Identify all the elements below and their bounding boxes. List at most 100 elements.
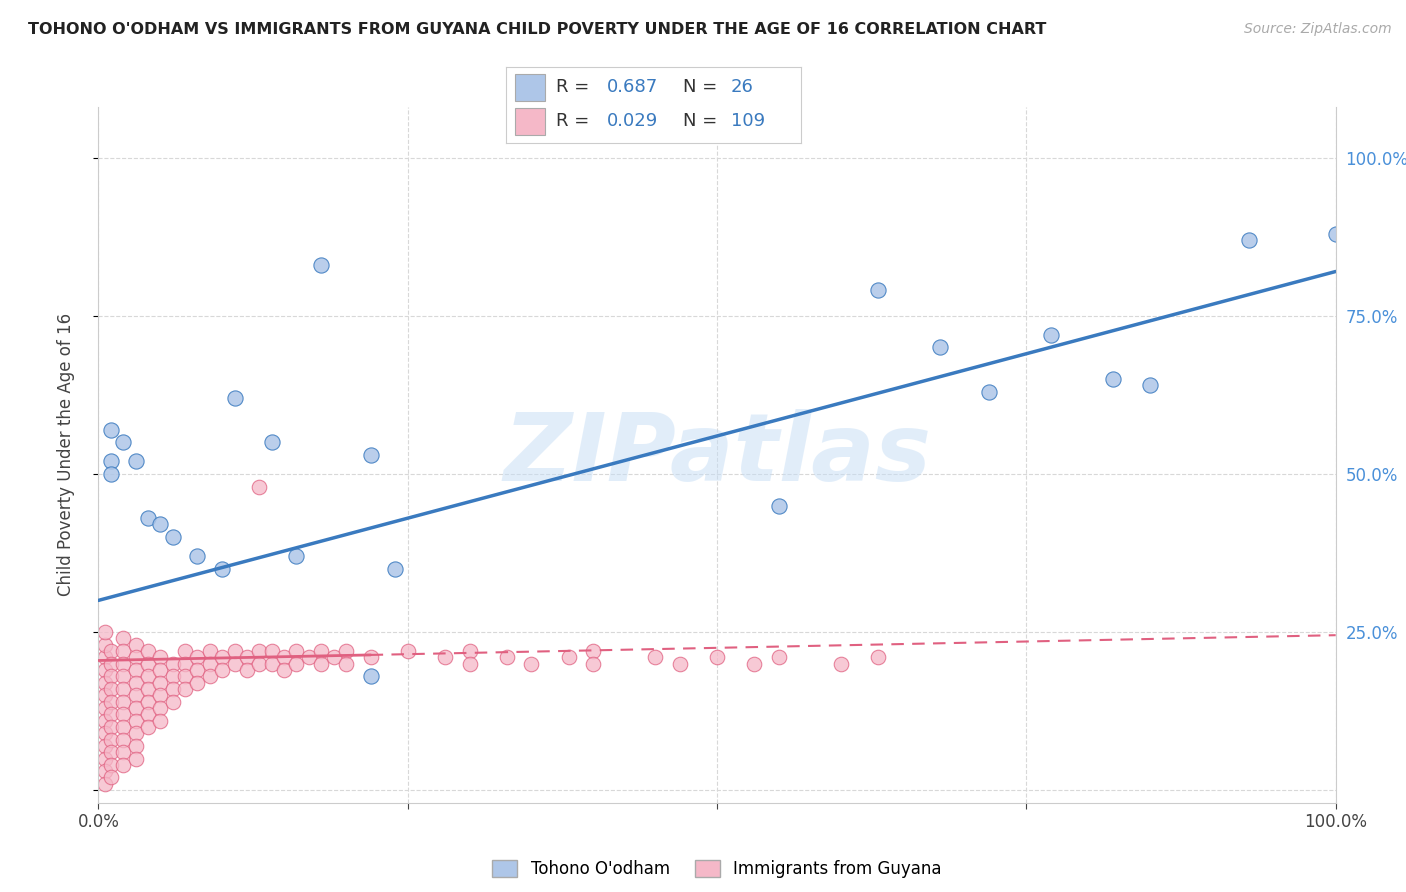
Point [742, 657, 765, 671]
Point [236, 663, 259, 677]
Point [433, 650, 456, 665]
Point [236, 650, 259, 665]
Point [124, 650, 146, 665]
Point [979, 384, 1001, 399]
Point [198, 644, 221, 658]
Point [198, 669, 221, 683]
Point [100, 695, 122, 709]
Point [93, 714, 115, 728]
Point [273, 650, 295, 665]
Bar [515, 108, 544, 136]
Point [112, 435, 135, 450]
Point [93, 764, 115, 779]
Point [136, 669, 159, 683]
Point [162, 695, 184, 709]
Point [1237, 233, 1260, 247]
Text: R =: R = [557, 112, 595, 130]
Point [174, 657, 197, 671]
Point [260, 644, 283, 658]
Point [149, 675, 172, 690]
Point [124, 675, 146, 690]
Point [124, 739, 146, 753]
Point [100, 644, 122, 658]
Point [112, 657, 135, 671]
Point [211, 650, 233, 665]
Point [124, 663, 146, 677]
Point [309, 644, 332, 658]
Point [93, 638, 115, 652]
Point [100, 745, 122, 759]
Point [93, 663, 115, 677]
Point [112, 632, 135, 646]
Point [112, 681, 135, 696]
Point [557, 650, 579, 665]
Point [93, 688, 115, 702]
Point [335, 657, 357, 671]
Point [582, 644, 605, 658]
Point [124, 454, 146, 468]
Point [186, 663, 208, 677]
Point [93, 650, 115, 665]
Text: Source: ZipAtlas.com: Source: ZipAtlas.com [1244, 22, 1392, 37]
Point [100, 467, 122, 481]
Point [124, 701, 146, 715]
Point [644, 650, 666, 665]
Point [1102, 372, 1125, 386]
Point [93, 751, 115, 765]
Point [162, 669, 184, 683]
Text: 109: 109 [731, 112, 765, 130]
Point [260, 657, 283, 671]
Point [360, 650, 382, 665]
Point [112, 732, 135, 747]
Point [112, 695, 135, 709]
Point [247, 657, 270, 671]
Point [100, 454, 122, 468]
Point [124, 688, 146, 702]
Point [100, 732, 122, 747]
Point [335, 644, 357, 658]
Point [866, 284, 889, 298]
Point [93, 675, 115, 690]
Point [162, 681, 184, 696]
Text: R =: R = [557, 78, 595, 96]
Point [112, 707, 135, 722]
Point [186, 549, 208, 563]
Point [162, 657, 184, 671]
Point [136, 720, 159, 734]
Text: TOHONO O'ODHAM VS IMMIGRANTS FROM GUYANA CHILD POVERTY UNDER THE AGE OF 16 CORRE: TOHONO O'ODHAM VS IMMIGRANTS FROM GUYANA… [28, 22, 1046, 37]
Point [322, 650, 344, 665]
Point [582, 657, 605, 671]
Bar [515, 74, 544, 101]
Point [669, 657, 692, 671]
Point [100, 657, 122, 671]
Point [93, 739, 115, 753]
Point [136, 695, 159, 709]
Point [211, 562, 233, 576]
Point [124, 751, 146, 765]
Text: N =: N = [683, 78, 723, 96]
Point [149, 688, 172, 702]
Point [360, 669, 382, 683]
Point [136, 644, 159, 658]
Y-axis label: Child Poverty Under the Age of 16: Child Poverty Under the Age of 16 [56, 313, 75, 597]
Point [93, 625, 115, 640]
Point [100, 423, 122, 437]
Point [224, 644, 246, 658]
Point [162, 530, 184, 544]
Point [1324, 227, 1347, 241]
Point [247, 479, 270, 493]
Point [112, 745, 135, 759]
Point [136, 511, 159, 525]
Point [830, 657, 852, 671]
Point [211, 663, 233, 677]
Point [174, 681, 197, 696]
Point [309, 258, 332, 272]
Point [124, 714, 146, 728]
Legend: Tohono O'odham, Immigrants from Guyana: Tohono O'odham, Immigrants from Guyana [485, 854, 949, 885]
Point [285, 657, 308, 671]
Text: 0.029: 0.029 [606, 112, 658, 130]
Point [174, 644, 197, 658]
Point [360, 448, 382, 462]
Point [100, 681, 122, 696]
Point [136, 681, 159, 696]
